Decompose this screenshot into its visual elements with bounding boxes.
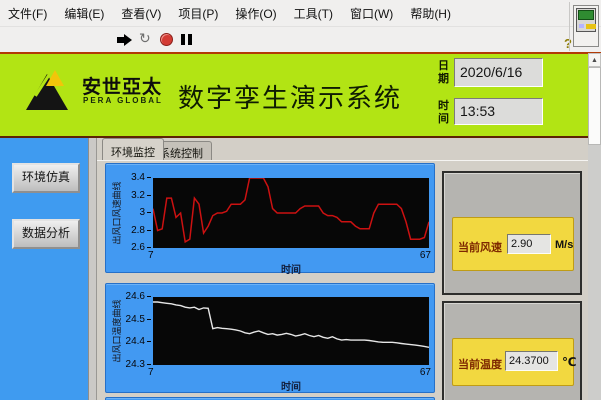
wind-speed-indicator-panel: 当前风速 2.90 M/s [442,171,582,295]
third-chart-panel-clipped [105,397,435,400]
y-tick-label: 2.6 [121,243,151,253]
sidebar-button-env-simulation[interactable]: 环境仿真 [12,163,80,193]
x-tick-label: 7 [148,250,154,261]
wind-speed-unit: M/s [555,239,574,251]
temperature-line [153,301,429,348]
run-continuous-icon[interactable]: ↻ [139,30,151,46]
tab-system-control[interactable]: 系统控制 [150,141,212,160]
temperature-chart-panel: 出风口温度曲线 24.6 24.5 24.4 24.3 7 67 时间 [105,283,435,393]
menu-view[interactable]: 查看(V) [121,6,162,21]
menu-operate[interactable]: 操作(O) [235,6,277,21]
menu-help[interactable]: 帮助(H) [410,6,451,21]
main-area: 环境仿真 数据分析 系统控制 环境监控 出风口风速曲线 3.4 3.2 3 2.… [0,138,601,400]
logo-en-text: PERA GLOBAL [83,96,163,105]
y-tick-label: 3.4 [121,173,151,183]
x-tick-label: 67 [419,250,431,261]
y-tick-label: 24.4 [121,337,151,347]
sidebar: 环境仿真 数据分析 [0,138,88,400]
sidebar-button-data-analysis[interactable]: 数据分析 [12,219,80,249]
y-tick-label: 2.8 [121,226,151,236]
toolbar: ↻ [0,27,601,53]
logo-cn-text: 安世亞太 [82,77,163,98]
wind-speed-indicator-box: 当前风速 2.90 M/s [452,217,574,271]
y-tick-label: 24.5 [121,315,151,325]
time-field[interactable]: 13:53 [454,98,543,125]
run-icon[interactable] [117,34,133,46]
wind-speed-plot [153,178,429,248]
vi-icon-art [576,8,596,32]
toolbar-separator [569,2,570,51]
menu-tools[interactable]: 工具(T) [293,6,333,21]
pause-icon[interactable] [181,34,193,45]
temperature-unit: ℃ [562,355,577,369]
logo-triangle-icon [26,70,74,110]
wind-speed-chart-panel: 出风口风速曲线 3.4 3.2 3 2.8 2.6 7 67 时间 [105,163,435,276]
tab-page-env-monitoring: 出风口风速曲线 3.4 3.2 3 2.8 2.6 7 67 时间 [97,160,588,400]
wind-speed-value[interactable]: 2.90 [507,234,551,254]
tab-env-monitoring[interactable]: 环境监控 [102,138,164,160]
y-tick-label: 3.2 [121,191,151,201]
temperature-label: 当前温度 [458,359,502,371]
vertical-scrollbar[interactable]: ▲ [588,53,601,400]
app-header: 安世亞太 PERA GLOBAL 数字孪生演示系统 日期 2020/6/16 时… [0,52,601,138]
date-label: 日期 [438,60,449,85]
y-tick-label: 3 [121,208,151,218]
menu-project[interactable]: 项目(P) [178,6,219,21]
temp-chart-y-axis-label: 出风口温度曲线 [112,299,122,363]
scroll-up-icon[interactable]: ▲ [588,53,601,67]
page-title: 数字孪生演示系统 [178,83,403,113]
x-tick-label: 67 [419,367,431,378]
y-tick-label: 24.6 [121,292,151,302]
temperature-value[interactable]: 24.3700 [505,351,558,371]
x-tick-label: 7 [148,367,154,378]
wind-speed-line [153,178,429,244]
tab-control: 系统控制 环境监控 出风口风速曲线 3.4 3.2 3 2.8 2.6 [97,138,588,400]
temperature-indicator-box: 当前温度 24.3700 ℃ [452,338,577,386]
time-label: 时间 [438,100,449,125]
menu-bar: 文件(F) 编辑(E) 查看(V) 项目(P) 操作(O) 工具(T) 窗口(W… [0,0,601,27]
help-icon[interactable]: ? [564,36,572,51]
sidebar-divider [88,138,97,400]
y-tick-label: 24.3 [121,360,151,370]
abort-icon[interactable] [160,33,173,46]
menu-edit[interactable]: 编辑(E) [64,6,105,21]
date-field[interactable]: 2020/6/16 [454,58,543,87]
temperature-indicator-panel: 当前温度 24.3700 ℃ [442,301,582,400]
wind-speed-label: 当前风速 [458,242,502,254]
temperature-plot [153,297,429,365]
menu-window[interactable]: 窗口(W) [349,6,394,21]
temp-chart-x-axis-label: 时间 [281,382,301,393]
menu-file[interactable]: 文件(F) [8,6,48,21]
scrollbar-thumb[interactable] [588,67,601,145]
wind-chart-x-axis-label: 时间 [281,265,301,276]
pera-global-logo: 安世亞太 PERA GLOBAL [26,66,176,122]
vi-icon[interactable] [573,5,599,47]
